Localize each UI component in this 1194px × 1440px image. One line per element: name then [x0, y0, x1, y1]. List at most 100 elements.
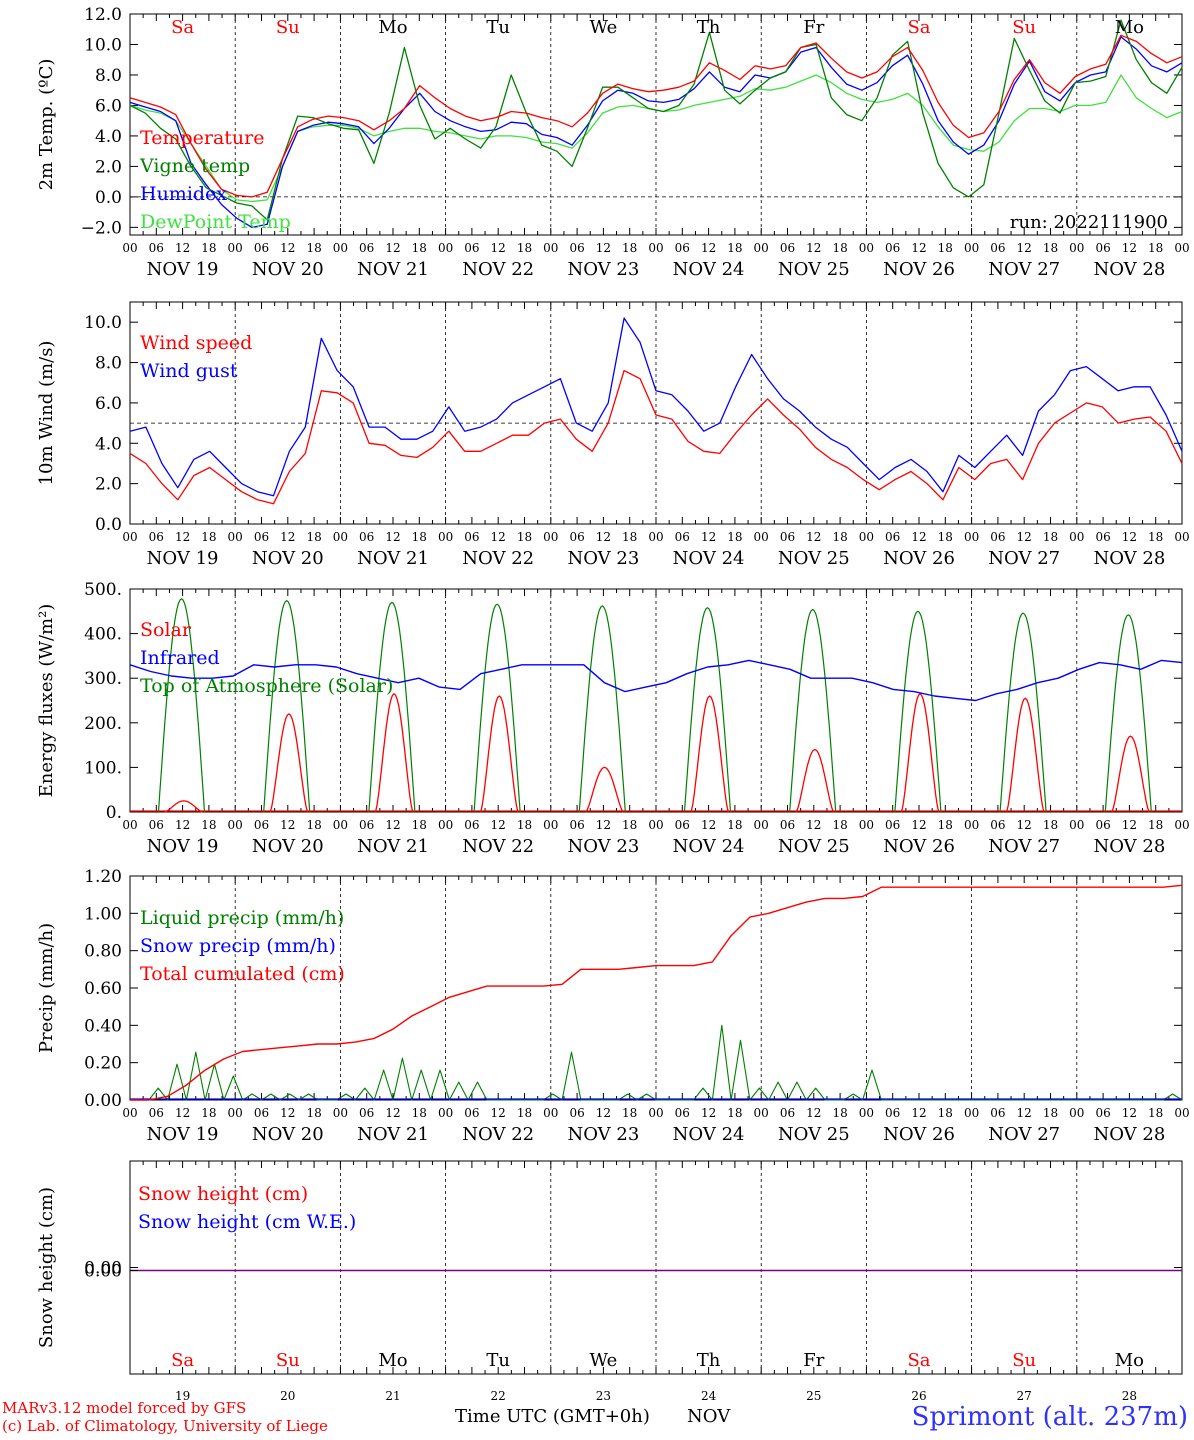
hour-tick-label: 06	[675, 241, 690, 255]
hour-tick-label: 06	[254, 530, 269, 544]
hour-tick-label: 18	[201, 1106, 216, 1120]
solar-arc	[690, 695, 729, 813]
credit-line-2: (c) Lab. of Climatology, University of L…	[2, 1417, 328, 1435]
date-label: NOV 20	[252, 259, 324, 280]
hour-tick-label: 18	[622, 818, 637, 832]
hour-tick-label: 06	[990, 241, 1005, 255]
hour-tick-label: 12	[175, 818, 190, 832]
hour-tick-label: 06	[569, 530, 584, 544]
y-tick-label: 400.	[84, 625, 122, 645]
day-number-label: 20	[280, 1389, 295, 1403]
hour-tick-label: 18	[306, 818, 321, 832]
hour-tick-label: 12	[280, 818, 295, 832]
hour-tick-label: 12	[596, 241, 611, 255]
date-label: NOV 22	[462, 836, 534, 857]
date-label: NOV 25	[778, 1124, 850, 1145]
hour-tick-label: 12	[911, 530, 926, 544]
y-tick-label: 0.80	[84, 942, 122, 962]
hour-tick-label: 00	[543, 1106, 558, 1120]
hour-tick-label: 00	[1174, 530, 1189, 544]
hour-tick-label: 18	[306, 530, 321, 544]
temperature-series-line	[129, 36, 1183, 229]
hour-tick-label: 00	[964, 241, 979, 255]
hour-tick-label: 06	[780, 530, 795, 544]
hour-tick-label: 18	[201, 818, 216, 832]
hour-tick-label: 18	[306, 241, 321, 255]
toa-solar-arc	[999, 612, 1047, 813]
hour-tick-label: 18	[517, 241, 532, 255]
hour-tick-label: 00	[228, 818, 243, 832]
panel-frame	[129, 588, 1183, 813]
hour-tick-label: 00	[122, 530, 137, 544]
solar-arc	[269, 713, 309, 813]
date-label: NOV 19	[147, 259, 219, 280]
date-label: NOV 21	[357, 259, 429, 280]
hour-tick-label: 00	[228, 1106, 243, 1120]
hour-tick-label: 06	[885, 530, 900, 544]
hour-tick-label: 12	[1122, 241, 1137, 255]
y-tick-label: 1.00	[84, 904, 122, 924]
toa-solar-arc	[789, 608, 837, 813]
weekday-label: We	[590, 17, 618, 38]
date-label: NOV 20	[252, 1124, 324, 1145]
hour-tick-label: 12	[385, 530, 400, 544]
hour-tick-label: 00	[754, 530, 769, 544]
hour-tick-label: 18	[622, 241, 637, 255]
hour-tick-label: 12	[280, 1106, 295, 1120]
hour-tick-label: 06	[675, 1106, 690, 1120]
hour-tick-label: 12	[491, 530, 506, 544]
hour-tick-label: 18	[622, 1106, 637, 1120]
date-label: NOV 23	[567, 836, 639, 857]
day-number-label: 25	[806, 1389, 821, 1403]
date-label: NOV 22	[462, 548, 534, 569]
hour-tick-label: 06	[1095, 530, 1110, 544]
hour-tick-label: 18	[412, 818, 427, 832]
hour-tick-label: 00	[333, 818, 348, 832]
station-name: Sprimont (alt. 237m)	[911, 1402, 1188, 1432]
hour-tick-label: 18	[412, 241, 427, 255]
weekday-label: Fr	[803, 1350, 824, 1371]
hour-tick-label: 12	[385, 818, 400, 832]
y-tick-label: 0.0	[95, 515, 122, 535]
hour-tick-label: 00	[754, 1106, 769, 1120]
y-tick-label: 200.	[84, 714, 122, 734]
hour-tick-label: 06	[569, 1106, 584, 1120]
day-number-label: 21	[385, 1389, 400, 1403]
weekday-label: Mo	[378, 17, 407, 38]
hour-tick-label: 00	[754, 241, 769, 255]
legend-entry: Humidex	[140, 183, 227, 205]
x-axis-title: Time UTC (GMT+0h)	[455, 1406, 650, 1427]
hour-tick-label: 18	[1043, 818, 1058, 832]
solar-arc	[1111, 735, 1150, 813]
hour-tick-label: 00	[859, 1106, 874, 1120]
hour-tick-label: 18	[517, 1106, 532, 1120]
y-tick-label: 300.	[84, 669, 122, 689]
y-tick-label: 4.0	[95, 434, 122, 454]
hour-tick-label: 00	[754, 818, 769, 832]
weekday-label: Th	[697, 17, 721, 38]
y-tick-label: 0.00	[84, 1091, 122, 1111]
date-label: NOV 19	[147, 836, 219, 857]
date-label: NOV 26	[883, 1124, 955, 1145]
hour-tick-label: 18	[727, 1106, 742, 1120]
hour-tick-label: 00	[438, 818, 453, 832]
credit-line-1: MARv3.12 model forced by GFS	[2, 1399, 247, 1417]
toa-solar-arc	[263, 599, 311, 813]
hour-tick-label: 12	[280, 530, 295, 544]
toa-solar-arc	[473, 603, 521, 813]
solar-arc	[374, 693, 414, 813]
hour-tick-label: 00	[228, 530, 243, 544]
weekday-label: Mo	[1115, 1350, 1144, 1371]
run-annotation: run: 2022111900	[1010, 212, 1168, 233]
date-label: NOV 26	[883, 259, 955, 280]
hour-tick-label: 06	[885, 818, 900, 832]
legend-entry: Snow height (cm W.E.)	[138, 1211, 356, 1233]
hour-tick-label: 18	[938, 241, 953, 255]
date-label: NOV 24	[673, 836, 745, 857]
hour-tick-label: 18	[622, 530, 637, 544]
day-number-label: 22	[491, 1389, 506, 1403]
legend-entry: Snow height (cm)	[138, 1183, 308, 1205]
hour-tick-label: 18	[938, 530, 953, 544]
hour-tick-label: 18	[938, 818, 953, 832]
hour-tick-label: 12	[1122, 818, 1137, 832]
